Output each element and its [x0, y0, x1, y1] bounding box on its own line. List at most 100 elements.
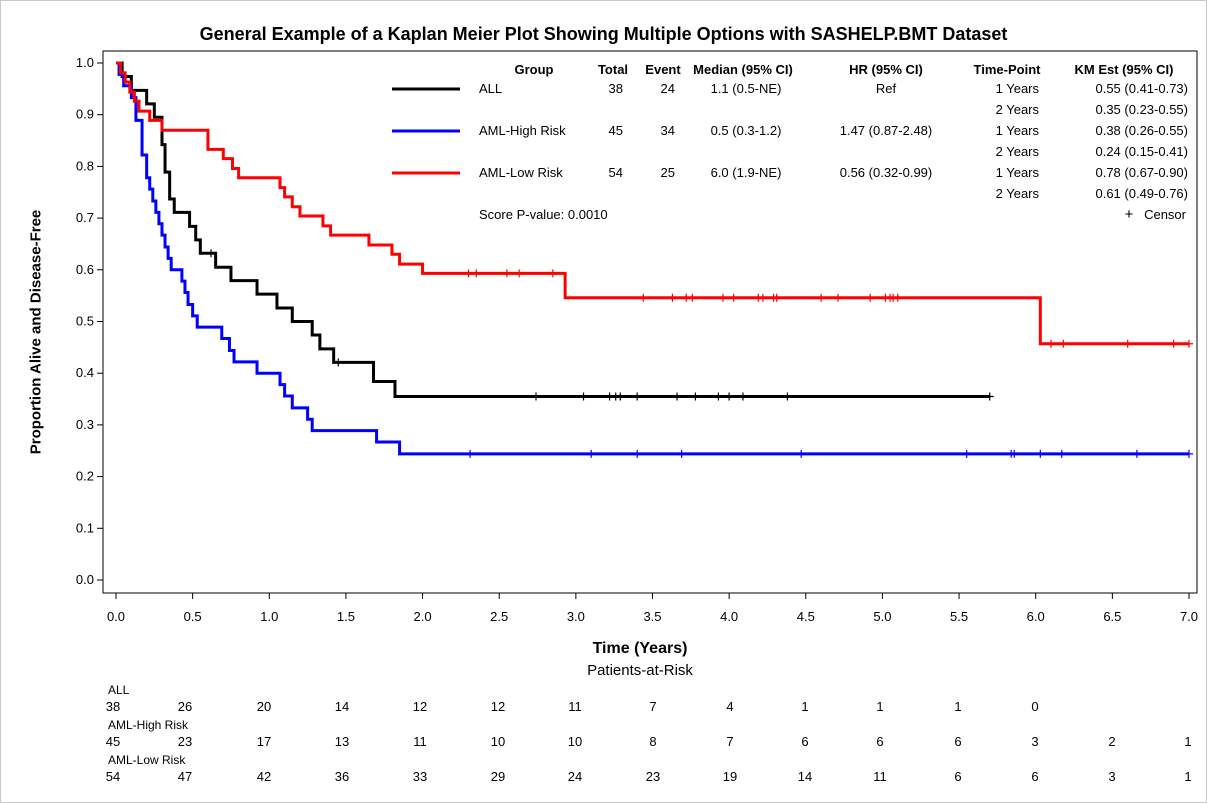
x-tick-label: 4.0 [720, 609, 738, 624]
at-risk-count: 23 [177, 734, 193, 749]
censor-mark [668, 293, 677, 302]
censor-mark [673, 392, 682, 401]
censor-mark [633, 449, 642, 458]
at-risk-count: 6 [954, 769, 962, 784]
inset-event: 24 [661, 81, 675, 96]
at-risk-count: 23 [645, 769, 661, 784]
at-risk-count: 36 [334, 769, 350, 784]
at-risk-count: 20 [256, 699, 272, 714]
censor-mark [464, 269, 473, 278]
censor-mark [758, 293, 767, 302]
inset-header: KM Est (95% CI) [1075, 62, 1174, 77]
at-risk-count: 29 [490, 769, 506, 784]
x-tick-label: 3.5 [643, 609, 661, 624]
inset-group: ALL [479, 81, 502, 96]
inset-km-est: 0.38 (0.26-0.55) [1095, 123, 1188, 138]
y-tick-label: 0.8 [76, 158, 94, 173]
at-risk-count: 11 [413, 734, 427, 749]
at-risk-count: 6 [876, 734, 884, 749]
at-risk-count: 2 [1108, 734, 1116, 749]
censor-mark [466, 449, 475, 458]
inset-group: AML-High Risk [479, 123, 566, 138]
at-risk-count: 26 [177, 699, 193, 714]
y-tick-label: 0.1 [76, 520, 94, 535]
km-curve-aml-high-risk [116, 61, 1189, 456]
censor-mark [616, 392, 625, 401]
censor-mark [633, 392, 642, 401]
censor-mark [817, 293, 826, 302]
censor-mark [1047, 339, 1056, 348]
inset-header: HR (95% CI) [849, 62, 923, 77]
inset-group: AML-Low Risk [479, 165, 563, 180]
inset-timepoint: 1 Years [996, 123, 1040, 138]
y-tick-label: 0.3 [76, 417, 94, 432]
censor-mark [893, 293, 902, 302]
censor-mark [1036, 449, 1045, 458]
inset-header: Total [598, 62, 628, 77]
at-risk-count: 42 [256, 769, 272, 784]
inset-header: Time-Point [974, 62, 1042, 77]
x-tick-label: 2.5 [490, 609, 508, 624]
y-tick-label: 0.6 [76, 262, 94, 277]
censor-mark [772, 293, 781, 302]
censor-mark [719, 293, 728, 302]
censor-mark [587, 449, 596, 458]
at-risk-group-label: ALL [108, 683, 130, 697]
km-curve-all [116, 61, 990, 398]
censor-mark [797, 449, 806, 458]
censor-mark [1185, 449, 1193, 458]
at-risk-title: Patients-at-Risk [587, 662, 693, 679]
inset-timepoint: 1 Years [996, 165, 1040, 180]
at-risk-count: 1 [801, 699, 809, 714]
censor-mark [502, 269, 511, 278]
at-risk-count: 1 [954, 699, 962, 714]
at-risk-count: 11 [568, 699, 582, 714]
score-pvalue: Score P-value: 0.0010 [479, 207, 608, 222]
inset-timepoint: 2 Years [996, 102, 1040, 117]
censor-mark [548, 269, 557, 278]
at-risk-count: 6 [1031, 769, 1039, 784]
at-risk-count: 4 [726, 699, 734, 714]
at-risk-count: 6 [954, 734, 962, 749]
km-curve-aml-low-risk [116, 61, 1189, 346]
x-tick-label: 1.0 [260, 609, 278, 624]
inset-hr: 0.56 (0.32-0.99) [840, 165, 933, 180]
inset-total: 54 [609, 165, 623, 180]
inset-km-est: 0.55 (0.41-0.73) [1095, 81, 1188, 96]
inset-km-est: 0.24 (0.15-0.41) [1095, 144, 1188, 159]
at-risk-count: 24 [567, 769, 583, 784]
censor-mark [1123, 339, 1132, 348]
inset-median: 6.0 (1.9-NE) [711, 165, 782, 180]
at-risk-count: 13 [334, 734, 350, 749]
inset-total: 38 [609, 81, 623, 96]
at-risk-count: 38 [105, 699, 121, 714]
censor-mark [1169, 339, 1178, 348]
censor-mark [985, 392, 994, 401]
at-risk-count: 33 [412, 769, 428, 784]
at-risk-count: 54 [105, 769, 121, 784]
y-tick-label: 0.9 [76, 107, 94, 122]
x-tick-label: 0.0 [107, 609, 125, 624]
at-risk-count: 14 [797, 769, 813, 784]
censor-mark [532, 392, 541, 401]
censor-legend-symbol: + [1125, 206, 1134, 223]
censor-mark [515, 269, 524, 278]
chart-title: General Example of a Kaplan Meier Plot S… [199, 24, 1008, 44]
x-tick-label: 4.5 [797, 609, 815, 624]
at-risk-count: 3 [1108, 769, 1116, 784]
inset-median: 0.5 (0.3-1.2) [711, 123, 782, 138]
censor-mark [833, 293, 842, 302]
at-risk-count: 6 [801, 734, 809, 749]
at-risk-count: 19 [722, 769, 738, 784]
at-risk-group-label: AML-Low Risk [108, 753, 186, 767]
x-tick-label: 7.0 [1180, 609, 1198, 624]
inset-event: 34 [661, 123, 675, 138]
censor-mark [677, 449, 686, 458]
y-tick-label: 0.4 [76, 365, 94, 380]
inset-km-est: 0.35 (0.23-0.55) [1095, 102, 1188, 117]
censor-legend-label: Censor [1144, 207, 1187, 222]
y-tick-label: 0.2 [76, 469, 94, 484]
x-tick-label: 1.5 [337, 609, 355, 624]
at-risk-count: 3 [1031, 734, 1039, 749]
inset-header: Median (95% CI) [693, 62, 793, 77]
